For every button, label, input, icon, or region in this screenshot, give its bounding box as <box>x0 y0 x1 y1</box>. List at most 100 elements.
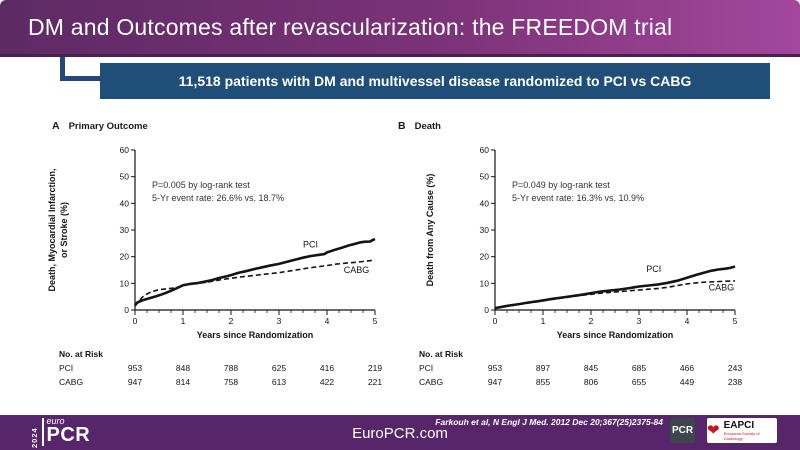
at-risk-value: 758 <box>224 377 238 387</box>
at-risk-value: 219 <box>368 363 382 373</box>
y-tick-label: 0 <box>484 305 489 315</box>
x-tick-label: 1 <box>181 316 186 326</box>
cabg-curve-label: CABG <box>709 283 735 293</box>
y-axis-label: Death, Myocardial Infarction, <box>47 168 57 291</box>
footer-bar <box>0 415 800 450</box>
at-risk-value: 613 <box>272 377 286 387</box>
at-risk-value: 806 <box>584 377 598 387</box>
panel-letter-b: B <box>398 120 406 132</box>
heart-icon: ❤ <box>707 422 720 439</box>
at-risk-row-name: PCI <box>419 363 433 373</box>
at-risk-value: 953 <box>128 363 142 373</box>
km-plot-A: 0 10 20 30 40 50 60 0 1 2 3 4 5 Years since Randomiza… <box>47 145 382 387</box>
y-axis-label: or Stroke (%) <box>59 202 69 258</box>
citation-text: Farkouh et al, N Engl J Med. 2012 Dec 20… <box>435 417 663 427</box>
at-risk-value: 416 <box>320 363 334 373</box>
panel-b-title: B Death <box>398 120 441 132</box>
y-tick-label: 10 <box>120 278 130 288</box>
x-tick-label: 3 <box>277 316 282 326</box>
patients-banner: 11,518 patients with DM and multivessel … <box>100 63 770 99</box>
at-risk-row-name: CABG <box>59 377 83 387</box>
panel-a-title: A Primary Outcome <box>52 120 148 132</box>
x-tick-label: 5 <box>373 316 378 326</box>
pcr-badge-text: PCR <box>671 425 694 436</box>
x-tick-label: 4 <box>685 316 690 326</box>
at-risk-label: No. at Risk <box>59 349 103 359</box>
x-tick-label: 2 <box>589 316 594 326</box>
at-risk-value: 953 <box>488 363 502 373</box>
at-risk-row-name: CABG <box>419 377 443 387</box>
at-risk-value: 655 <box>632 377 646 387</box>
death-chart: 0 10 20 30 40 50 60 0 1 2 3 4 5 Years since Randomiza… <box>405 133 750 395</box>
at-risk-value: 788 <box>224 363 238 373</box>
header-bar: DM and Outcomes after revascularization:… <box>0 0 800 57</box>
y-tick-label: 50 <box>120 172 130 182</box>
eapci-badge: ❤ EAPCI European Society of Cardiology <box>707 418 777 443</box>
at-risk-value: 947 <box>128 377 142 387</box>
annotation-line: 5-Yr event rate: 26.6% vs. 18.7% <box>152 193 284 203</box>
pci-curve-label: PCI <box>303 239 318 249</box>
primary-outcome-chart: 0 10 20 30 40 50 60 0 1 2 3 4 5 Years since Randomiza… <box>45 133 390 395</box>
x-tick-label: 5 <box>733 316 738 326</box>
europcr-site-text: EuroPCR.com <box>352 425 448 442</box>
annotation-line: P=0.049 by log-rank test <box>512 180 610 190</box>
panel-title-a-text: Primary Outcome <box>68 121 148 132</box>
y-tick-label: 60 <box>480 145 490 155</box>
at-risk-value: 466 <box>680 363 694 373</box>
eapci-label: EAPCI <box>723 419 755 431</box>
at-risk-value: 845 <box>584 363 598 373</box>
at-risk-value: 422 <box>320 377 334 387</box>
annotation-line: 5-Yr event rate: 16.3% vs. 10.9% <box>512 193 644 203</box>
annotation-line: P=0.005 by log-rank test <box>152 180 250 190</box>
x-tick-label: 1 <box>541 316 546 326</box>
europcr-logo: 2024 euro PCR <box>30 416 90 448</box>
y-tick-label: 20 <box>480 252 490 262</box>
panel-title-b-text: Death <box>414 121 441 132</box>
at-risk-value: 685 <box>632 363 646 373</box>
at-risk-value: 814 <box>176 377 190 387</box>
eapci-subtext: European Society of Cardiology <box>723 430 760 441</box>
at-risk-value: 947 <box>488 377 502 387</box>
x-tick-label: 4 <box>325 316 330 326</box>
km-plot-B: 0 10 20 30 40 50 60 0 1 2 3 4 5 Years since Randomiza… <box>419 145 742 387</box>
pci-curve <box>134 237 376 307</box>
x-tick-label: 2 <box>229 316 234 326</box>
banner-text: 11,518 patients with DM and multivessel … <box>178 73 692 89</box>
connector-line <box>60 57 100 81</box>
y-tick-label: 60 <box>120 145 130 155</box>
y-tick-label: 30 <box>480 225 490 235</box>
panel-letter-a: A <box>52 120 60 132</box>
at-risk-row-name: PCI <box>59 363 73 373</box>
axes <box>494 150 735 311</box>
y-tick-label: 20 <box>120 252 130 262</box>
x-tick-label: 0 <box>493 316 498 326</box>
logo-euro-text: euro <box>46 416 65 426</box>
at-risk-value: 625 <box>272 363 286 373</box>
at-risk-value: 848 <box>176 363 190 373</box>
y-axis-label: Death from Any Cause (%) <box>425 174 435 287</box>
at-risk-value: 449 <box>680 377 694 387</box>
cabg-curve <box>134 259 376 307</box>
logo-divider <box>42 418 44 446</box>
y-tick-label: 0 <box>124 305 129 315</box>
at-risk-value: 221 <box>368 377 382 387</box>
logo-pcr-text: PCR <box>46 424 91 446</box>
cabg-curve <box>494 280 736 309</box>
y-tick-label: 10 <box>480 278 490 288</box>
at-risk-value: 238 <box>728 377 742 387</box>
x-axis-label: Years since Randomization <box>557 330 674 340</box>
axes <box>134 150 375 311</box>
at-risk-value: 897 <box>536 363 550 373</box>
x-tick-label: 3 <box>637 316 642 326</box>
slide-title: DM and Outcomes after revascularization:… <box>28 13 673 40</box>
at-risk-label: No. at Risk <box>419 349 463 359</box>
pcr-badge: PCR <box>670 418 695 443</box>
y-tick-label: 40 <box>120 198 130 208</box>
at-risk-value: 855 <box>536 377 550 387</box>
y-tick-label: 40 <box>480 198 490 208</box>
y-tick-label: 50 <box>480 172 490 182</box>
pci-curve-label: PCI <box>646 264 661 274</box>
cabg-curve-label: CABG <box>344 265 370 275</box>
x-axis-label: Years since Randomization <box>197 330 314 340</box>
at-risk-value: 243 <box>728 363 742 373</box>
